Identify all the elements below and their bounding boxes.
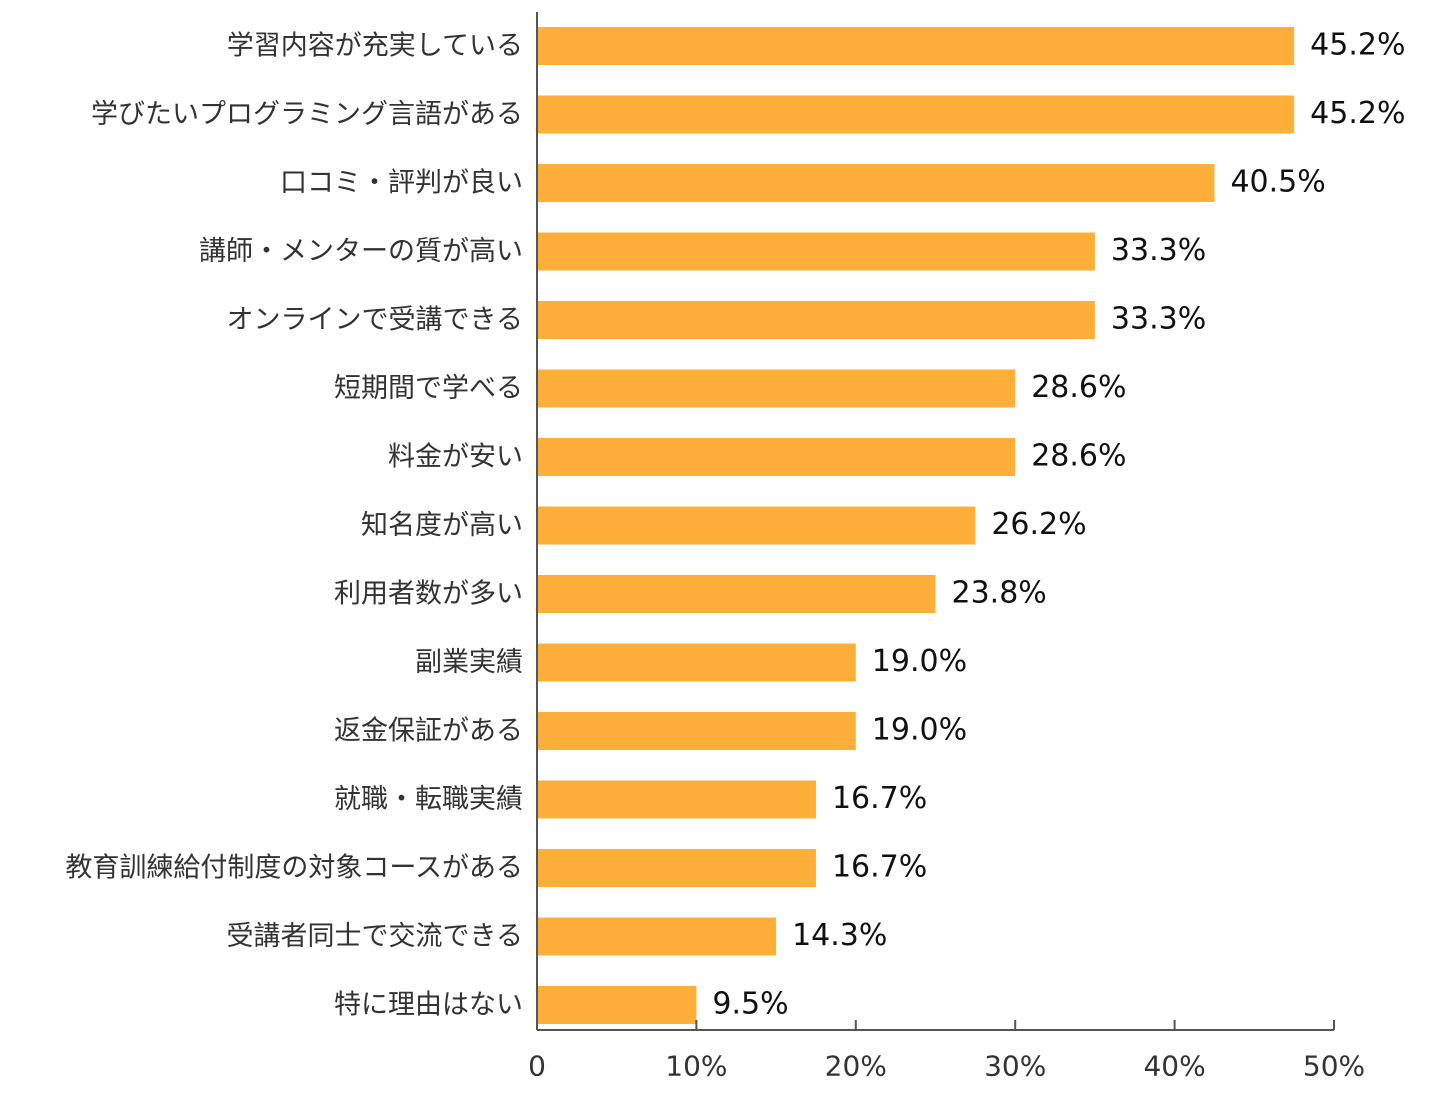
category-label: 就職・転職実績 xyxy=(334,784,523,815)
value-label: 40.5% xyxy=(1230,165,1325,200)
value-label: 33.3% xyxy=(1111,302,1206,337)
category-label: 学びたいプログラミング言語がある xyxy=(91,99,523,130)
category-labels-group: 学習内容が充実している学びたいプログラミング言語がある口コミ・評判が良い講師・メ… xyxy=(65,31,523,1021)
category-label: 受講者同士で交流できる xyxy=(227,921,523,952)
bar-1 xyxy=(537,95,1295,134)
bar-0 xyxy=(537,27,1295,65)
bar-13 xyxy=(537,917,777,956)
category-label: 教育訓練給付制度の対象コースがある xyxy=(65,853,523,884)
category-label: 短期間で学べる xyxy=(334,373,523,404)
value-label: 45.2% xyxy=(1310,96,1405,131)
category-label: 口コミ・評判が良い xyxy=(280,168,523,199)
category-label: 料金が安い xyxy=(388,442,523,473)
x-tick-label: 30% xyxy=(984,1050,1046,1083)
category-label: 知名度が高い xyxy=(361,510,523,541)
bar-9 xyxy=(537,643,856,682)
value-labels-group: 45.2% 45.2% 40.5% 33.3% 33.3% 28.6% 28.6% 26.2%… xyxy=(712,28,1405,1022)
category-label: 返金保証がある xyxy=(334,716,523,747)
axes-group: 0 10% 20% 30% 40% 50% xyxy=(528,12,1365,1083)
value-label: 19.0% xyxy=(872,713,967,748)
bar-7 xyxy=(537,506,976,545)
value-label: 26.2% xyxy=(991,507,1086,542)
category-label: 副業実績 xyxy=(415,647,523,678)
x-tick-label: 50% xyxy=(1303,1050,1365,1083)
bar-10 xyxy=(537,712,856,750)
bar-5 xyxy=(537,369,1016,408)
x-tick-label: 20% xyxy=(825,1050,887,1083)
bar-12 xyxy=(537,849,816,887)
bar-4 xyxy=(537,301,1095,339)
category-label: 利用者数が多い xyxy=(334,579,523,610)
value-label: 45.2% xyxy=(1310,28,1405,63)
bars-group xyxy=(537,27,1295,1024)
category-label: 特に理由はない xyxy=(334,990,523,1021)
bar-14 xyxy=(537,986,697,1024)
category-label: オンラインで受講できる xyxy=(227,305,523,336)
value-label: 19.0% xyxy=(872,644,967,679)
bar-8 xyxy=(537,575,936,613)
value-label: 9.5% xyxy=(712,987,788,1022)
value-label: 33.3% xyxy=(1111,233,1206,268)
x-tick-label: 10% xyxy=(665,1050,727,1083)
category-label: 学習内容が充実している xyxy=(227,31,523,62)
value-label: 23.8% xyxy=(952,576,1047,611)
value-label: 28.6% xyxy=(1031,439,1126,474)
value-label: 16.7% xyxy=(832,781,927,816)
category-label: 講師・メンターの質が高い xyxy=(199,236,523,267)
value-label: 28.6% xyxy=(1031,370,1126,405)
value-label: 14.3% xyxy=(792,918,887,953)
bar-6 xyxy=(537,438,1016,476)
bar-3 xyxy=(537,232,1095,271)
x-tick-label: 40% xyxy=(1143,1050,1205,1083)
x-tick-label: 0 xyxy=(528,1050,546,1083)
bar-2 xyxy=(537,164,1215,202)
bar-11 xyxy=(537,780,816,819)
value-label: 16.7% xyxy=(832,850,927,885)
